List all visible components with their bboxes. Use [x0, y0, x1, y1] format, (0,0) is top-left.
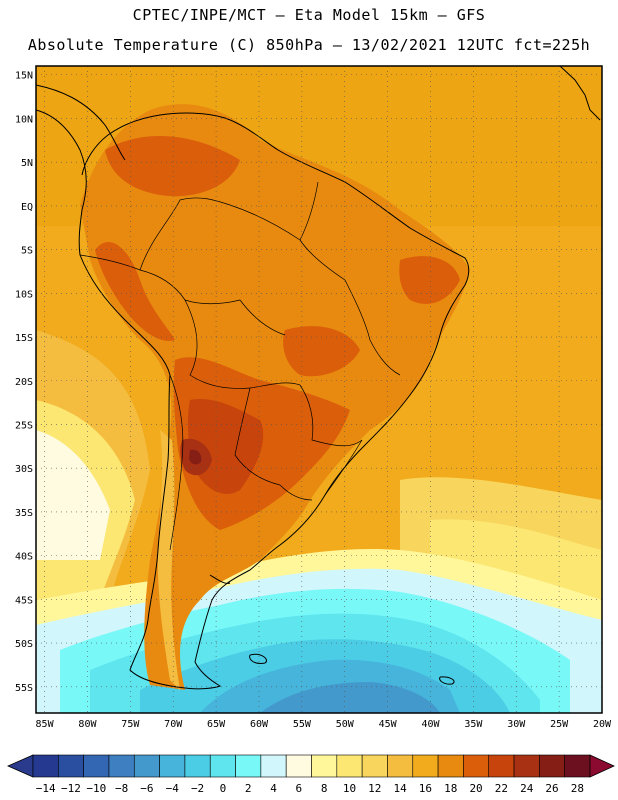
- colorbar-label: −6: [140, 782, 153, 795]
- colorbar-labels: −14 −12 −10 −8 −6 −4 −2 0 2 4 6 8 10 12 14 16 18 20 22 24 26…: [36, 782, 584, 795]
- lat-label: 20S: [15, 377, 33, 388]
- colorbar-label: 10: [343, 782, 356, 795]
- colorbar-label: −8: [115, 782, 128, 795]
- lon-label: 30W: [507, 719, 526, 730]
- lat-label: 55S: [15, 683, 33, 694]
- colorbar-swatch: [285, 754, 312, 778]
- colorbar-label: 16: [419, 782, 432, 795]
- colorbar-swatch: [539, 754, 565, 778]
- colorbar-label: 2: [245, 782, 252, 795]
- colorbar-swatch: [159, 754, 186, 778]
- colorbar-label: 14: [393, 782, 407, 795]
- colorbar-swatch: [361, 754, 388, 778]
- title-model: CPTEC/INPE/MCT – Eta Model 15km – GFS: [132, 6, 486, 24]
- colorbar-swatch: [209, 754, 236, 778]
- colorbar-swatch: [32, 754, 59, 778]
- temperature-field: [36, 66, 602, 713]
- colorbar-label: 22: [495, 782, 508, 795]
- lon-label: 35W: [464, 719, 483, 730]
- colorbar-swatch: [184, 754, 211, 778]
- lon-label: 75W: [121, 719, 140, 730]
- colorbar-label: −2: [191, 782, 204, 795]
- colorbar-label: −10: [86, 782, 106, 795]
- colorbar-label: 24: [520, 782, 534, 795]
- lon-label: 40W: [421, 719, 440, 730]
- lat-label: 15S: [15, 333, 33, 344]
- lat-label: EQ: [21, 202, 33, 213]
- coastlines: [35, 65, 601, 690]
- colorbar-label: 8: [321, 782, 328, 795]
- lon-label: 70W: [164, 719, 183, 730]
- colorbar-swatch: [564, 754, 591, 778]
- lat-label: 50S: [15, 639, 33, 650]
- lon-label: 80W: [78, 719, 97, 730]
- lon-label: 50W: [336, 719, 355, 730]
- lat-label: 5N: [21, 158, 33, 169]
- colorbar-label: 6: [296, 782, 303, 795]
- colorbar-swatches: [7, 754, 615, 778]
- lon-label: 25W: [550, 719, 569, 730]
- colorbar-swatch: [463, 754, 490, 778]
- colorbar-swatch: [437, 754, 464, 778]
- colorbar-label: 18: [444, 782, 457, 795]
- colorbar-swatch: [412, 754, 439, 778]
- colorbar-low-arrow: [7, 754, 34, 778]
- lon-label: 85W: [36, 719, 55, 730]
- lat-label: 5S: [21, 246, 33, 257]
- lon-label: 20W: [593, 719, 612, 730]
- map-frame: [35, 65, 603, 714]
- colorbar-swatch: [235, 754, 262, 778]
- colorbar-swatch: [387, 754, 414, 778]
- temperature-map: 15N 10N 5N EQ 5S 10S 15S 20S 25S 30S 35S 40S 45S 50S 5…: [15, 65, 612, 730]
- lon-label: 55W: [293, 719, 312, 730]
- colorbar-label: 20: [469, 782, 482, 795]
- lat-label: 30S: [15, 464, 33, 475]
- colorbar-swatch: [83, 754, 110, 778]
- lat-label: 45S: [15, 595, 33, 606]
- colorbar: −14 −12 −10 −8 −6 −4 −2 0 2 4 6 8 10 12 14 16 18 20 22 24 26…: [7, 754, 615, 795]
- colorbar-label: −12: [61, 782, 81, 795]
- colorbar-label: 4: [270, 782, 277, 795]
- colorbar-label: −14: [36, 782, 56, 795]
- longitude-labels: 85W 80W 75W 70W 65W 60W 55W 50W 45W 40W 35W 30W 25W 2…: [36, 719, 612, 730]
- colorbar-label: 0: [220, 782, 227, 795]
- lon-label: 65W: [207, 719, 226, 730]
- lat-label: 15N: [15, 71, 33, 82]
- colorbar-label: 28: [571, 782, 584, 795]
- colorbar-swatch: [108, 754, 135, 778]
- colorbar-swatch: [260, 754, 287, 778]
- lon-label: 60W: [250, 719, 269, 730]
- colorbar-high-arrow: [589, 754, 615, 778]
- lat-label: 25S: [15, 420, 33, 431]
- colorbar-swatch: [488, 754, 515, 778]
- colorbar-label: 26: [545, 782, 558, 795]
- colorbar-swatch: [513, 754, 540, 778]
- colorbar-label: −4: [166, 782, 180, 795]
- lon-label: 45W: [379, 719, 398, 730]
- colorbar-label: 12: [368, 782, 381, 795]
- lat-label: 35S: [15, 508, 33, 519]
- colorbar-swatch: [133, 754, 160, 778]
- colorbar-swatch: [311, 754, 338, 778]
- latitude-labels: 15N 10N 5N EQ 5S 10S 15S 20S 25S 30S 35S 40S 45S 50S 5…: [15, 71, 33, 694]
- lat-label: 10S: [15, 289, 33, 300]
- lat-label: 10N: [15, 114, 33, 125]
- country-borders: [79, 181, 401, 551]
- colorbar-swatch: [336, 754, 363, 778]
- colorbar-swatch: [58, 754, 84, 778]
- lat-label: 40S: [15, 552, 33, 563]
- title-field: Absolute Temperature (C) 850hPa – 13/02/…: [27, 36, 591, 54]
